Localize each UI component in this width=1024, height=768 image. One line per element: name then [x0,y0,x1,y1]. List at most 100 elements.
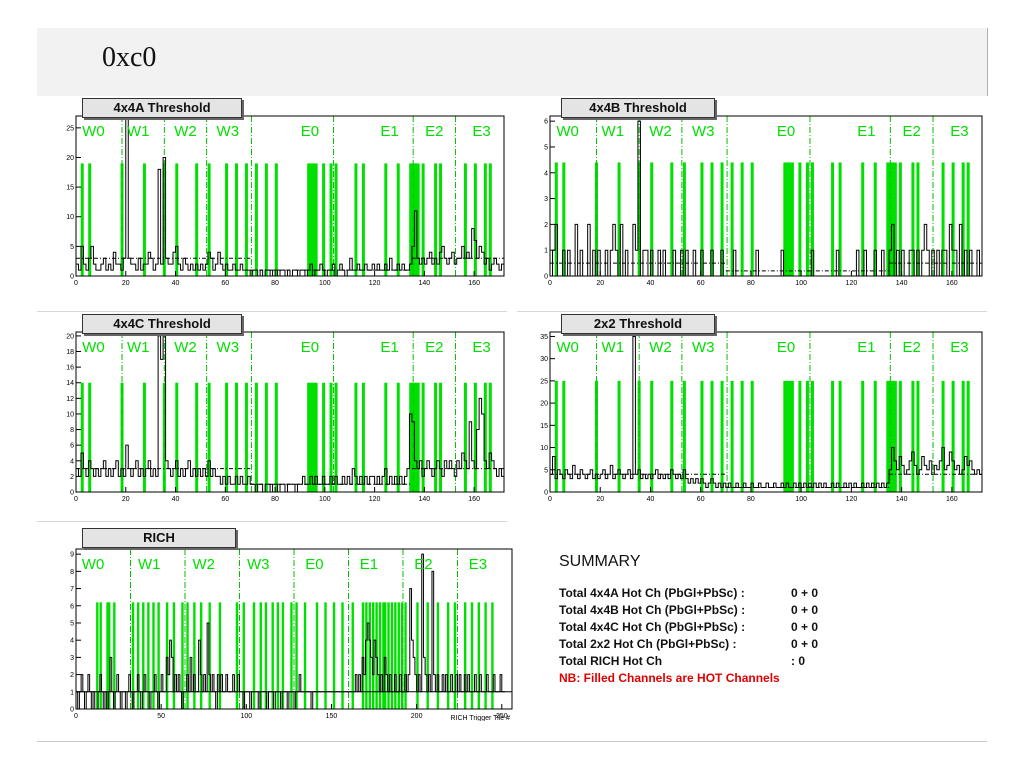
hot-channel-bar [390,602,394,709]
hot-channel-bar [254,382,258,492]
y-tick-label: 25 [540,378,548,385]
region-label: W2 [649,123,672,140]
hot-channel-bar [730,162,734,276]
x-tick-label: 80 [747,496,755,503]
y-tick-label: 5 [70,244,74,251]
region-label: E2 [902,123,920,140]
summary-label: Total RICH Hot Ch [559,654,663,668]
summary-value: 0 + 0 [791,620,819,634]
x-tick-label: 160 [946,496,958,503]
hot-channel-bar [315,602,319,709]
hot-channel-bar [235,602,239,709]
hot-channel-bar [307,163,311,276]
hot-channel-bar [562,380,566,492]
region-label: E2 [414,556,432,573]
hot-channel-bar [439,382,443,492]
hot-channel-bar [831,162,835,276]
x-tick-label: 120 [846,280,858,287]
separator-right-1 [517,311,987,312]
hot-channel-bar [798,380,802,492]
chart-title-rich: RICH [82,528,236,548]
x-tick-label: 20 [596,280,604,287]
hot-channel-bar [617,380,621,492]
hot-channel-bar [314,163,318,276]
hot-channel-bar [295,602,298,709]
hot-channel-bar [861,162,865,276]
y-tick-label: 18 [66,349,74,356]
hot-channel-bar [416,163,420,276]
hot-channel-bar [554,162,558,276]
x-tick-label: 80 [747,280,755,287]
hot-channel-bar [334,382,338,492]
y-tick-label: 8 [70,569,74,576]
chart-canvas: W0 W1 W2 W3 E0 E1 E2 E3 0 1 2 3 4 5 6 7 8 9 0 50 100 150 200 25… [70,548,513,721]
hot-channel-bar [162,382,166,492]
y-tick-label: 5 [544,467,548,474]
y-tick-label: 2 [70,474,74,481]
hot-channel-bar [421,382,425,492]
hot-channel-bar [463,163,467,276]
header-edge-line [987,28,988,96]
x-tick-label: 100 [319,280,331,287]
region-label: W3 [692,123,715,140]
region-label: W3 [692,339,715,356]
summary-panel: SUMMARY Total 4x4A Hot Ch (PbGl+PbSc) : 0… [559,553,979,687]
region-label: W2 [174,339,197,356]
hot-channel-bar [354,382,358,492]
hot-channel-bar [361,382,365,492]
y-tick-label: 6 [70,443,74,450]
hot-channel-bar [788,380,792,492]
hot-channel-bar [951,162,955,276]
y-tick-label: 7 [70,586,74,593]
hot-channel-bar [966,162,970,276]
region-label: E0 [305,556,323,573]
hot-channel-bar [790,380,794,492]
hot-channel-bar [175,163,179,276]
y-tick-label: 30 [540,356,548,363]
region-label: E1 [380,339,398,356]
y-tick-label: 15 [66,185,74,192]
hot-channel-bar [873,162,877,276]
hot-channel-bar [414,382,418,492]
summary-row-4x4b: Total 4x4B Hot Ch (PbGl+PbSc) : 0 + 0 [559,602,979,619]
y-tick-label: 6 [544,119,548,126]
hot-channel-bar [106,602,109,709]
hot-channel-bar [259,602,262,709]
hot-channel-bar [893,380,897,492]
y-tick-label: 15 [540,423,548,430]
y-tick-label: 1 [70,689,74,696]
x-tick-label: 200 [411,713,423,720]
x-tick-label: 160 [468,496,480,503]
hot-channel-bar [788,162,792,276]
hot-channel-bar [477,602,480,709]
hot-channel-bar [670,380,674,492]
chart-canvas: W0 W1 W2 W3 E0 E1 E2 E3 0 2 4 6 8 10 12 14 16 18 20 0 20 40 60… [66,331,505,503]
x-tick-label: 50 [157,713,165,720]
hot-channel-bar [805,380,809,492]
hot-channel-bar [341,602,344,709]
hot-channel-bar [368,602,371,709]
hot-channel-bar [80,382,84,492]
hot-channel-bar [322,382,326,492]
y-tick-label: 10 [66,214,74,221]
hot-channel-bar [361,602,365,709]
hot-channel-bar [483,382,487,492]
y-tick-label: 3 [70,655,74,662]
hot-channel-bar [670,162,674,276]
hot-channel-bar [414,163,418,276]
hot-channel-bar [218,602,222,709]
region-label: E0 [777,123,795,140]
hot-channel-bar [394,602,397,709]
separator-left-1 [37,311,507,312]
region-label: E0 [301,123,319,140]
region-label: W2 [192,556,215,573]
hot-channel-bar [322,163,326,276]
hot-channel-bar [309,163,313,276]
y-tick-label: 20 [540,401,548,408]
hot-channel-bar [88,382,92,492]
summary-heading: SUMMARY [559,553,641,570]
region-label: E1 [380,123,398,140]
hot-channel-bar [898,162,902,276]
hot-channel-note: NB: Filled Channels are HOT Channels [559,671,780,685]
x-tick-label: 100 [319,496,331,503]
